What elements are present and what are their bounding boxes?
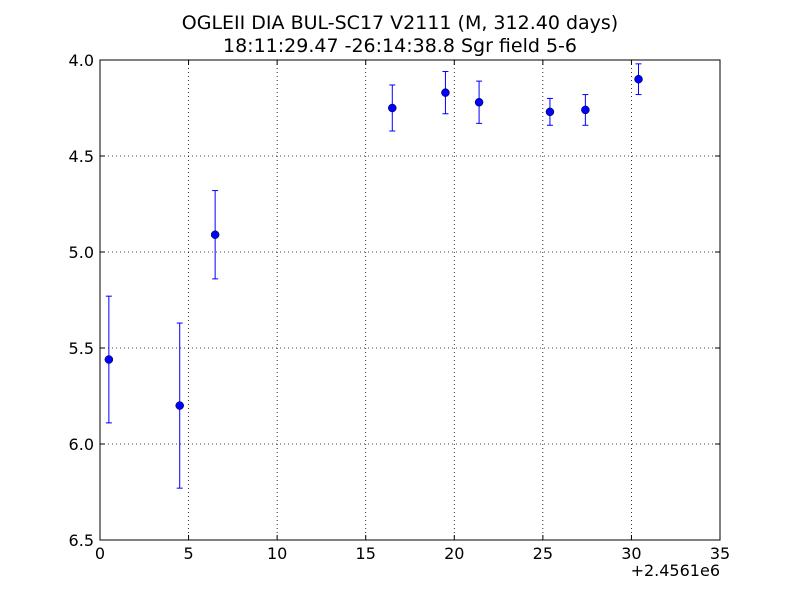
- data-point: [175, 401, 184, 410]
- data-point: [104, 355, 114, 364]
- x-tick-label: 30: [621, 544, 641, 563]
- data-point: [581, 105, 590, 115]
- data-point: [474, 97, 484, 107]
- y-tick-label: 4.5: [69, 147, 94, 166]
- chart-title: OGLEII DIA BUL-SC17 V2111 (M, 312.40 day…: [181, 12, 619, 34]
- x-offset-label: +2.4561e6: [631, 561, 720, 580]
- error-bars: [105, 63, 642, 489]
- data-point: [388, 103, 397, 113]
- y-tick-label: 6.0: [69, 435, 94, 454]
- x-tick-label: 25: [533, 544, 553, 563]
- x-tick-label: 10: [267, 544, 287, 563]
- grid-lines: [100, 60, 720, 540]
- x-tick-label: 35: [710, 544, 730, 563]
- chart-subtitle: 18:11:29.47 -26:14:38.8 Sgr field 5-6: [223, 35, 577, 57]
- data-point: [210, 230, 220, 239]
- data-point: [441, 88, 450, 97]
- data-point: [634, 74, 643, 84]
- y-tick-label: 5.0: [69, 243, 94, 262]
- axis-ticks: [99, 59, 721, 541]
- y-tick-label: 6.5: [69, 531, 94, 550]
- x-tick-label: 20: [444, 544, 464, 563]
- x-tick-label: 0: [95, 544, 105, 563]
- data-point: [545, 107, 555, 117]
- tick-labels: 0 5 10 15 20 25 30 35 4.0 4.5 5.0 5.5 6.0 6.5: [69, 51, 731, 563]
- x-tick-label: 5: [183, 544, 193, 563]
- y-tick-label: 5.5: [69, 339, 94, 358]
- plot-frame: [99, 59, 721, 541]
- y-tick-label: 4.0: [69, 51, 94, 70]
- x-tick-label: 15: [356, 544, 376, 563]
- data-points: [104, 74, 643, 410]
